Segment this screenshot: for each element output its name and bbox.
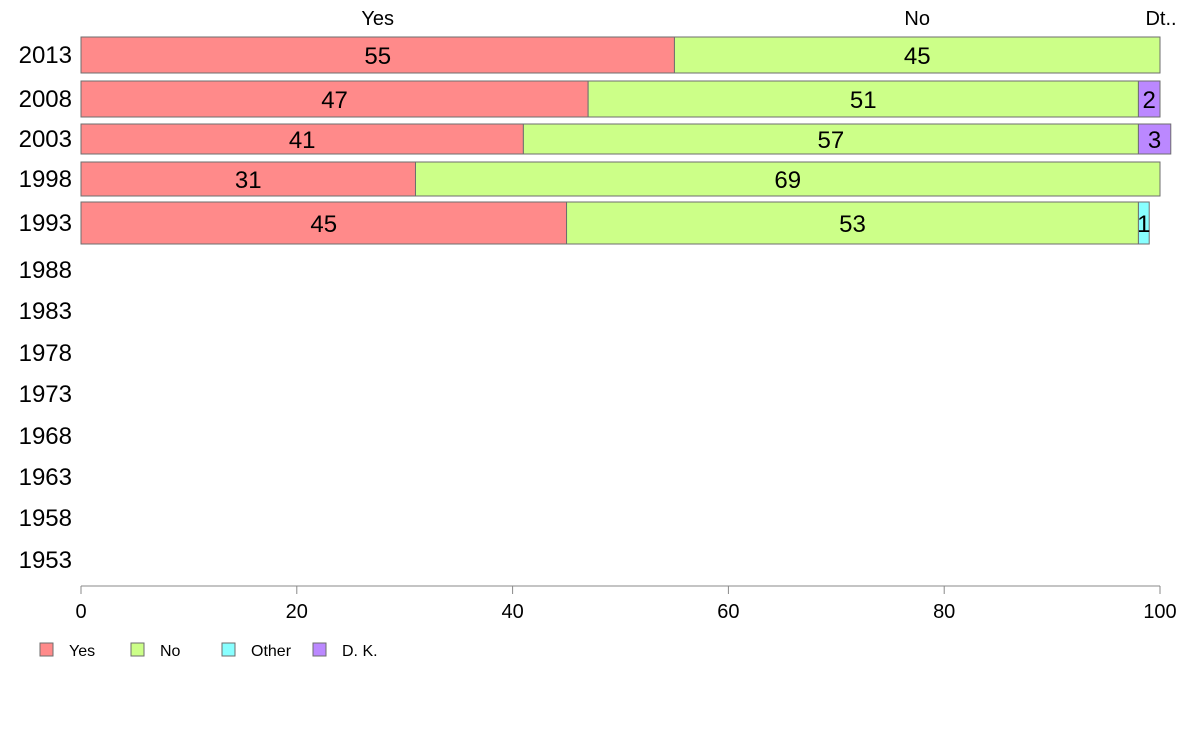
bar-1998-yes	[80, 161, 416, 197]
bar-1993-yes	[80, 201, 568, 245]
top-segment-labels: Yes No Dt..	[361, 8, 1176, 30]
bar-2003-yes	[80, 123, 524, 155]
legend-swatch-other	[221, 642, 236, 657]
bar-2008-d-k	[1137, 80, 1161, 118]
legend-swatch-yes	[39, 642, 54, 657]
bar-2003-no	[522, 123, 1139, 155]
bar-2008-yes	[80, 80, 589, 118]
legend-swatch-no	[130, 642, 145, 657]
year-label-1973: 1973	[19, 381, 72, 408]
top-label-dt: Dt..	[1145, 8, 1176, 30]
legend-label-other: Other	[251, 643, 292, 660]
bar-value-2008-yes: 47	[321, 87, 348, 114]
year-label-1963: 1963	[19, 464, 72, 491]
year-label-1988: 1988	[19, 257, 72, 284]
top-label-no: No	[904, 8, 930, 30]
x-tick-label-0: 0	[75, 601, 86, 623]
legend: Yes No Other D. K.	[39, 642, 378, 660]
legend-label-yes: Yes	[69, 643, 95, 660]
bar-value-1993-yes: 45	[310, 211, 337, 238]
bar-value-2003-d-k: 3	[1148, 127, 1161, 154]
year-label-1958: 1958	[19, 505, 72, 532]
x-tick-label-40: 40	[501, 601, 523, 623]
bar-value-2013-no: 45	[904, 43, 931, 70]
year-label-2013: 2013	[19, 42, 72, 69]
bar-1998-no	[414, 161, 1161, 197]
x-tick-label-80: 80	[933, 601, 955, 623]
bar-value-1998-yes: 31	[235, 167, 262, 194]
legend-swatch-d-k	[312, 642, 327, 657]
bar-2003-d-k	[1137, 123, 1172, 155]
x-tick-label-20: 20	[286, 601, 308, 623]
year-label-1968: 1968	[19, 423, 72, 450]
year-label-1978: 1978	[19, 340, 72, 367]
bars: 55 45 47 51 2 41 57 3 31 69 45 53 1	[80, 36, 1172, 245]
x-tick-label-60: 60	[717, 601, 739, 623]
year-label-1998: 1998	[19, 166, 72, 193]
bar-value-2003-yes: 41	[289, 127, 316, 154]
year-labels: 2013 2008 2003 1998 1993 1988 1983 1978 1973 1968…	[19, 42, 72, 574]
bar-2013-no	[673, 36, 1161, 74]
bar-value-1998-no: 69	[774, 167, 801, 194]
year-label-1953: 1953	[19, 547, 72, 574]
bar-1993-no	[566, 201, 1139, 245]
year-label-2008: 2008	[19, 86, 72, 113]
bar-value-2008-d-k: 2	[1143, 87, 1156, 114]
bar-value-2003-no: 57	[818, 127, 845, 154]
year-label-1983: 1983	[19, 298, 72, 325]
x-axis: 0 20 40 60 80 100	[75, 585, 1177, 623]
bar-value-1993-no: 53	[839, 211, 866, 238]
bar-value-1993-other: 1	[1137, 211, 1150, 238]
bar-1993-other	[1137, 201, 1150, 245]
year-label-2003: 2003	[19, 126, 72, 153]
bar-2013-yes	[80, 36, 675, 74]
bar-2008-no	[587, 80, 1139, 118]
x-tick-label-100: 100	[1143, 601, 1176, 623]
legend-label-no: No	[160, 643, 181, 660]
year-label-1993: 1993	[19, 210, 72, 237]
legend-label-d-k: D. K.	[342, 643, 378, 660]
bar-value-2013-yes: 55	[364, 43, 391, 70]
bar-value-2008-no: 51	[850, 87, 877, 114]
top-label-yes: Yes	[361, 8, 394, 30]
